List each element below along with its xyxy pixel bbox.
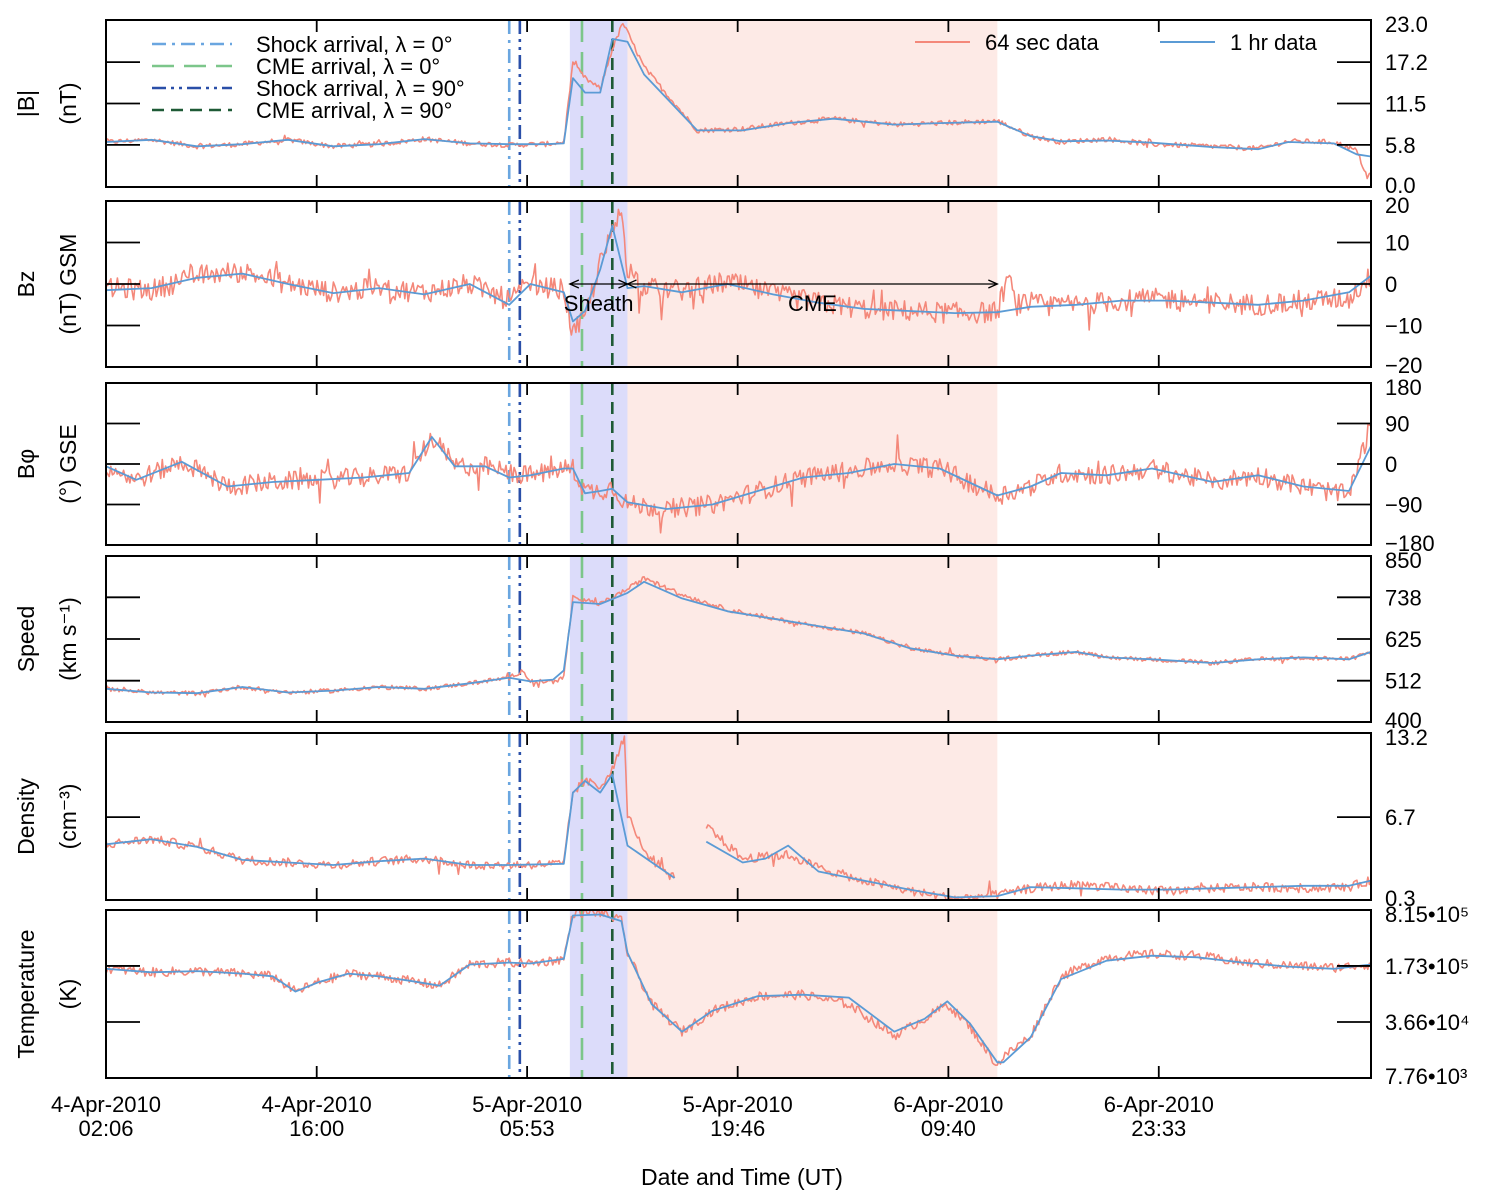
y-tick-label: 0 bbox=[1385, 452, 1397, 477]
x-tick-label-date: 4-Apr-2010 bbox=[51, 1092, 161, 1117]
cme-arrow-head-right bbox=[988, 279, 999, 289]
y-tick-label: −10 bbox=[1385, 314, 1422, 339]
y-axis-title-panel-0-line-0: |B| bbox=[13, 90, 39, 117]
y-axis-title-panel-1-line-0: Bz bbox=[13, 271, 39, 298]
series-1hr-panel-0 bbox=[106, 38, 1371, 158]
y-tick-label: 10 bbox=[1385, 231, 1409, 256]
y-tick-label: 400 bbox=[1385, 708, 1422, 733]
sheath-region bbox=[569, 556, 628, 722]
x-tick-label-time: 02:06 bbox=[78, 1116, 133, 1141]
legend: Shock arrival, λ = 0°CME arrival, λ = 0°… bbox=[152, 30, 1318, 123]
x-tick-label-date: 5-Apr-2010 bbox=[683, 1092, 793, 1117]
series-1hr-panel-4 bbox=[106, 773, 1371, 899]
cme-region bbox=[627, 556, 998, 722]
cme-region bbox=[627, 383, 998, 545]
y-tick-label: 7.76•10³ bbox=[1385, 1064, 1467, 1089]
y-tick-label: 850 bbox=[1385, 548, 1422, 573]
x-tick-label-date: 5-Apr-2010 bbox=[472, 1092, 582, 1117]
y-tick-label: 512 bbox=[1385, 669, 1422, 694]
y-tick-label: 8.15•10⁵ bbox=[1385, 902, 1469, 927]
series-1hr-panel-3 bbox=[106, 580, 1371, 695]
y-axis-title-panel-3-line-0: Speed bbox=[13, 606, 39, 673]
legend-label-event-1: CME arrival, λ = 0° bbox=[256, 54, 440, 79]
x-tick-label-time: 09:40 bbox=[921, 1116, 976, 1141]
x-tick-label-date: 6-Apr-2010 bbox=[893, 1092, 1003, 1117]
data-series bbox=[106, 22, 1371, 1066]
legend-label-event-0: Shock arrival, λ = 0° bbox=[256, 32, 453, 57]
y-tick-label: 6.7 bbox=[1385, 805, 1416, 830]
series-1hr-panel-5 bbox=[106, 913, 1371, 1064]
cme-arrow-head-left bbox=[625, 279, 637, 289]
x-tick-label-time: 23:33 bbox=[1131, 1116, 1186, 1141]
y-axis-title-panel-0-line-1: (nT) bbox=[55, 82, 81, 124]
cme-region bbox=[627, 20, 998, 187]
x-tick-label-time: 19:46 bbox=[710, 1116, 765, 1141]
y-tick-label: 23.0 bbox=[1385, 12, 1428, 37]
sheath-region bbox=[569, 20, 628, 187]
series-64sec-panel-2 bbox=[106, 422, 1371, 534]
y-axis-title-panel-5-line-1: (K) bbox=[55, 979, 81, 1010]
y-tick-label: 0.0 bbox=[1385, 173, 1416, 198]
sheath-region bbox=[569, 383, 628, 545]
sheath-label: Sheath bbox=[564, 291, 634, 316]
legend-label-series-1: 1 hr data bbox=[1230, 30, 1318, 55]
y-axis-title-panel-4-line-0: Density bbox=[13, 778, 39, 855]
shaded-regions bbox=[569, 20, 998, 1078]
y-tick-label: −20 bbox=[1385, 353, 1422, 378]
x-tick-label-time: 16:00 bbox=[289, 1116, 344, 1141]
legend-label-event-2: Shock arrival, λ = 90° bbox=[256, 76, 465, 101]
y-axis-title-panel-3-line-1: (km s⁻¹) bbox=[55, 597, 81, 681]
y-tick-label: 11.5 bbox=[1385, 92, 1426, 117]
series-64sec-panel-4 bbox=[106, 735, 1371, 900]
y-tick-label: 90 bbox=[1385, 412, 1409, 437]
series-1hr-panel-1 bbox=[106, 225, 1371, 323]
y-axis-title-panel-1-line-1: (nT) GSM bbox=[55, 234, 81, 335]
y-axis-title-panel-2-line-0: Bφ bbox=[13, 449, 39, 479]
legend-label-series-0: 64 sec data bbox=[985, 30, 1100, 55]
y-tick-label: 5.8 bbox=[1385, 133, 1416, 158]
x-tick-label-time: 05:53 bbox=[500, 1116, 555, 1141]
y-tick-label: 13.2 bbox=[1385, 725, 1428, 750]
y-tick-label: 180 bbox=[1385, 375, 1422, 400]
y-tick-label: 20 bbox=[1385, 193, 1409, 218]
y-tick-label: 625 bbox=[1385, 627, 1422, 652]
legend-label-event-3: CME arrival, λ = 90° bbox=[256, 98, 452, 123]
sheath-region bbox=[569, 733, 628, 900]
cme-label: CME bbox=[788, 291, 837, 316]
y-tick-label: 0 bbox=[1385, 272, 1397, 297]
series-1hr-panel-2 bbox=[106, 436, 1371, 510]
y-axis-title-panel-2-line-1: (°) GSE bbox=[55, 424, 81, 503]
y-tick-label: −90 bbox=[1385, 493, 1422, 518]
x-tick-label-date: 4-Apr-2010 bbox=[262, 1092, 372, 1117]
y-tick-label: 17.2 bbox=[1385, 50, 1428, 75]
y-tick-label: 0.3 bbox=[1385, 886, 1416, 911]
axis-ticks: 0.0 5.8 11.5 17.2 23.0 |B| (nT) −20 −10 0 10 20 Bz (n… bbox=[13, 12, 1469, 1141]
sheath-arrow-head-left bbox=[568, 279, 580, 289]
sheath-region bbox=[569, 910, 628, 1078]
y-axis-title-panel-5-line-0: Temperature bbox=[13, 929, 39, 1058]
y-tick-label: −180 bbox=[1385, 531, 1435, 556]
y-tick-label: 3.66•10⁴ bbox=[1385, 1010, 1469, 1035]
cme-region bbox=[627, 910, 998, 1078]
y-tick-label: 1.73•10⁵ bbox=[1385, 954, 1469, 979]
x-axis-title: Date and Time (UT) bbox=[641, 1164, 843, 1190]
annotations: Sheath CME bbox=[564, 279, 999, 316]
y-tick-label: 738 bbox=[1385, 585, 1422, 610]
y-axis-title-panel-4-line-1: (cm⁻³) bbox=[55, 784, 81, 850]
cme-region bbox=[627, 733, 998, 900]
x-tick-label-date: 6-Apr-2010 bbox=[1104, 1092, 1214, 1117]
